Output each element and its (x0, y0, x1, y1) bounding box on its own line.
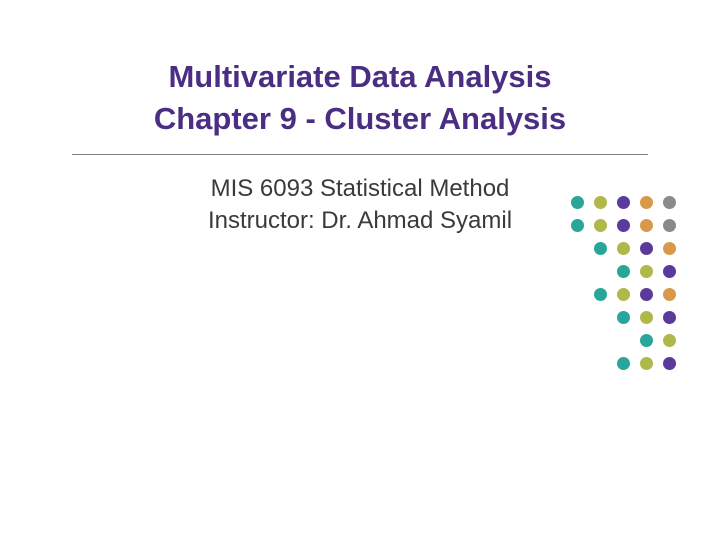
dot-row (571, 311, 676, 324)
divider (72, 154, 648, 155)
dot-icon (617, 219, 630, 232)
dot-row (571, 334, 676, 347)
dot-row (571, 219, 676, 232)
decorative-dot-grid (571, 196, 676, 380)
dot-icon (640, 242, 653, 255)
dot-icon (640, 265, 653, 278)
dot-icon (617, 265, 630, 278)
dot-icon (663, 196, 676, 209)
dot-icon (663, 334, 676, 347)
dot-icon (617, 311, 630, 324)
dot-icon (663, 265, 676, 278)
dot-icon (594, 242, 607, 255)
dot-row (571, 265, 676, 278)
subtitle-block: MIS 6093 Statistical Method Instructor: … (72, 173, 648, 238)
dot-icon (663, 242, 676, 255)
dot-icon (663, 357, 676, 370)
dot-icon (640, 311, 653, 324)
dot-icon (663, 288, 676, 301)
dot-icon (640, 219, 653, 232)
title-block: Multivariate Data Analysis Chapter 9 - C… (72, 56, 648, 140)
dot-icon (640, 196, 653, 209)
dot-row (571, 357, 676, 370)
title-line-1: Multivariate Data Analysis (72, 56, 648, 98)
dot-icon (617, 357, 630, 370)
dot-row (571, 288, 676, 301)
dot-icon (594, 288, 607, 301)
dot-icon (617, 196, 630, 209)
dot-icon (617, 288, 630, 301)
subtitle-line-1: MIS 6093 Statistical Method (72, 173, 648, 205)
dot-icon (571, 196, 584, 209)
dot-icon (640, 334, 653, 347)
dot-icon (594, 219, 607, 232)
dot-row (571, 242, 676, 255)
dot-row (571, 196, 676, 209)
dot-icon (663, 311, 676, 324)
dot-icon (594, 196, 607, 209)
dot-icon (640, 288, 653, 301)
slide: Multivariate Data Analysis Chapter 9 - C… (0, 0, 720, 540)
dot-icon (663, 219, 676, 232)
dot-icon (571, 219, 584, 232)
dot-icon (617, 242, 630, 255)
dot-icon (640, 357, 653, 370)
title-line-2: Chapter 9 - Cluster Analysis (72, 98, 648, 140)
subtitle-line-2: Instructor: Dr. Ahmad Syamil (72, 205, 648, 237)
